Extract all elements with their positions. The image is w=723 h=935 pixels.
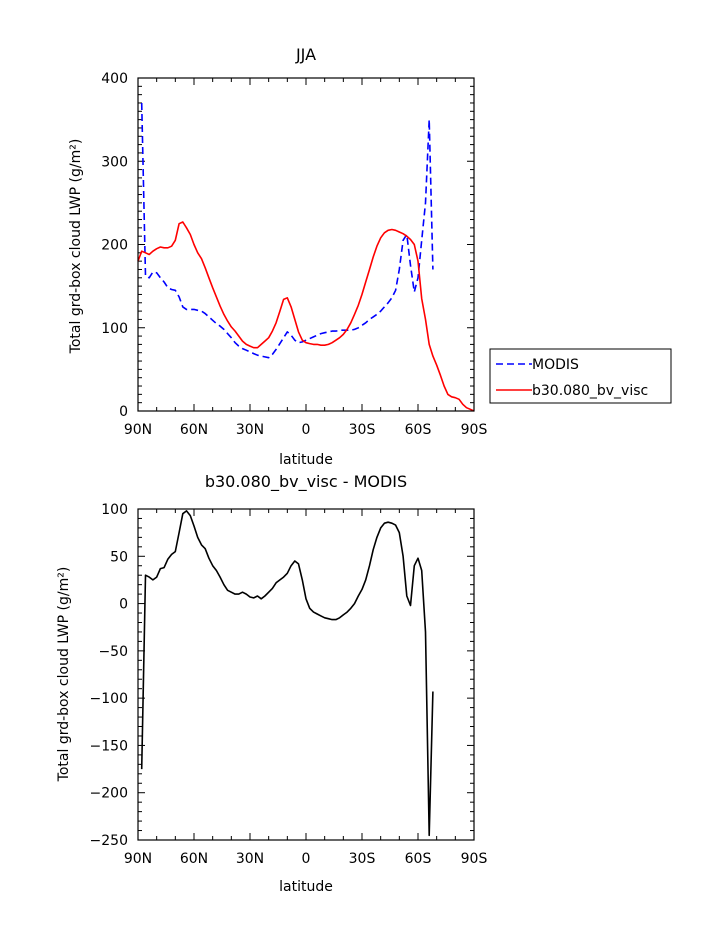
bottom-x-tick-label: 0: [302, 851, 311, 867]
bottom-series-group: [140, 510, 434, 837]
top-x-tick-label: 90N: [124, 422, 152, 438]
bottom-tick-group: 90N 60N 30N 0 30S 60S 90S −250 −200 −150 −100 −50 0 5…: [90, 502, 488, 867]
bottom-chart-title: b30.080_bv_visc - MODIS: [205, 472, 407, 492]
top-x-tick-label: 90S: [461, 422, 488, 438]
bottom-x-axis-label: latitude: [279, 879, 333, 895]
top-x-tick-label: 0: [302, 422, 311, 438]
bottom-x-tick-label: 30N: [236, 851, 264, 867]
legend-box: [489, 348, 672, 404]
bottom-x-tick-label: 60N: [180, 851, 208, 867]
top-y-tick-label: 0: [119, 404, 128, 420]
legend-label-b30: b30.080_bv_visc: [532, 383, 648, 399]
bottom-x-tick-label: 90S: [461, 851, 488, 867]
top-x-tick-label: 60N: [180, 422, 208, 438]
legend-label-modis: MODIS: [532, 357, 579, 373]
top-x-tick-label: 30N: [236, 422, 264, 438]
bottom-y-tick-label: 0: [119, 597, 128, 613]
top-x-tick-label: 60S: [405, 422, 432, 438]
top-plot-frame: [137, 77, 475, 412]
bottom-y-tick-label: 100: [101, 502, 128, 518]
top-y-tick-label: 100: [101, 321, 128, 337]
top-series-line-modis: [140, 102, 434, 359]
top-tick-group: 90N 60N 30N 0 30S 60S 90S 0 100 200 300 400: [101, 71, 487, 438]
top-y-tick-label: 200: [101, 238, 128, 254]
bottom-plot-frame: [137, 508, 475, 841]
bottom-y-axis-label: Total grd-box cloud LWP (g/m²): [56, 567, 72, 783]
bottom-x-tick-label: 30S: [349, 851, 376, 867]
top-y-axis-label: Total grd-box cloud LWP (g/m²): [68, 139, 84, 355]
bottom-x-tick-label: 90N: [124, 851, 152, 867]
bottom-x-tick-label: 60S: [405, 851, 432, 867]
bottom-y-tick-label: 50: [110, 549, 128, 565]
bottom-y-tick-label: −100: [90, 691, 128, 707]
top-chart-title: JJA: [295, 45, 316, 64]
top-series-line-b30-080-bv-visc: [137, 221, 475, 412]
top-y-tick-label: 300: [101, 154, 128, 170]
top-panel: JJA 90N 60N 30N 0 30S 60S 90S 0 100 200 300 400 lat…: [68, 45, 487, 468]
top-x-axis-label: latitude: [279, 452, 333, 468]
bottom-y-tick-label: −200: [90, 786, 128, 802]
bottom-y-tick-label: −250: [90, 833, 128, 849]
top-series-group: [137, 102, 475, 412]
top-x-tick-label: 30S: [349, 422, 376, 438]
bottom-panel: b30.080_bv_visc - MODIS 90N 60N 30N 0 30S 60S…: [56, 472, 487, 895]
top-y-tick-label: 400: [101, 71, 128, 87]
bottom-y-tick-label: −150: [90, 738, 128, 754]
bottom-y-tick-label: −50: [98, 644, 128, 660]
legend: MODIS b30.080_bv_visc: [489, 348, 672, 404]
bottom-series-line-difference: [140, 510, 434, 837]
